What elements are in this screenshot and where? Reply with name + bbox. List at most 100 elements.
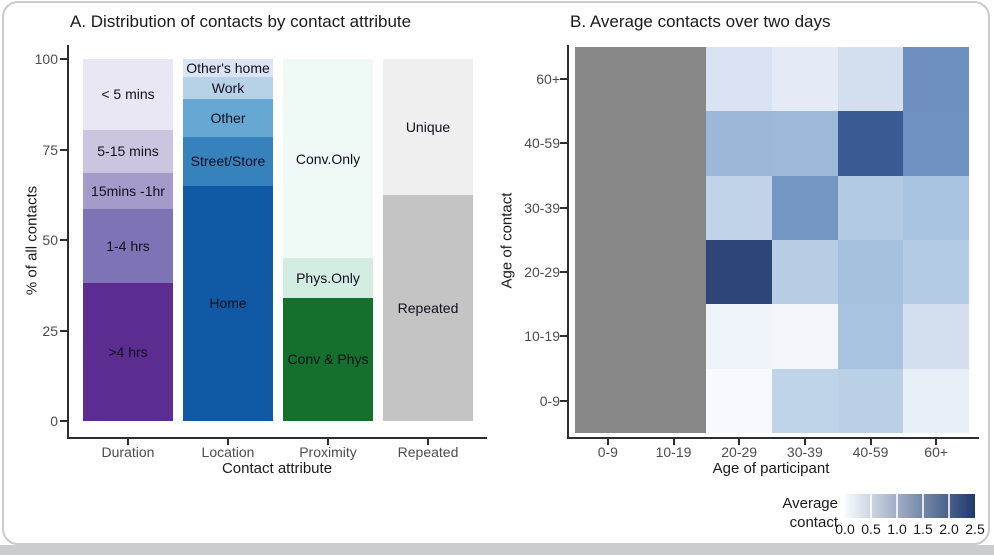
panel-a-stacked-bar-chart: A. Distribution of contacts by contact a… bbox=[24, 12, 487, 477]
bar-segment: Repeated bbox=[383, 194, 473, 421]
heatmap-cell bbox=[837, 175, 904, 241]
bar-segment: Unique bbox=[383, 59, 473, 195]
x-axis-tick bbox=[803, 439, 806, 445]
bar-segment: Work bbox=[183, 77, 273, 99]
bar-segment-label: Repeated bbox=[397, 299, 459, 316]
heatmap-cell bbox=[575, 175, 642, 241]
heatmap-cell bbox=[575, 111, 642, 177]
x-tick-label: 60+ bbox=[924, 444, 949, 460]
legend-title-line1: Average bbox=[782, 495, 838, 512]
bar-segment-label: Unique bbox=[405, 118, 451, 135]
heatmap-cell bbox=[903, 368, 970, 434]
bar-segment: Phys.Only bbox=[283, 258, 373, 298]
panel-a-y-axis-line bbox=[67, 45, 69, 438]
bar-segment-label: Conv.Only bbox=[295, 150, 361, 167]
legend-tick-label: 0.5 bbox=[861, 521, 881, 537]
legend-tick-label: 0.0 bbox=[835, 521, 855, 537]
y-axis-tick bbox=[60, 420, 67, 422]
x-tick-label: 10-19 bbox=[655, 444, 692, 460]
bar-segment: 5-15 mins bbox=[83, 129, 173, 174]
y-tick-label: 75 bbox=[42, 141, 58, 158]
bar-segment-label: < 5 mins bbox=[101, 86, 155, 103]
heatmap-cell bbox=[706, 111, 773, 177]
y-tick-label: 40-59 bbox=[524, 135, 560, 152]
legend-tick-label: 1.0 bbox=[887, 521, 907, 537]
x-axis-tick bbox=[127, 439, 129, 445]
legend-gradient-tick bbox=[922, 494, 924, 518]
bar-segment-label: Conv & Phys bbox=[287, 351, 369, 368]
x-tick-label: 30-39 bbox=[786, 444, 823, 460]
y-tick-label: 100 bbox=[34, 51, 58, 67]
bar-segment: Conv.Only bbox=[283, 59, 373, 259]
heatmap-cell bbox=[903, 239, 970, 305]
bar-segment: Conv & Phys bbox=[283, 297, 373, 421]
x-axis-tick bbox=[227, 439, 229, 445]
heatmap-cell bbox=[575, 304, 642, 370]
panel-a-title: A. Distribution of contacts by contact a… bbox=[70, 12, 412, 31]
bar-segment-label: Work bbox=[211, 79, 245, 96]
bar-segment: >4 hrs bbox=[83, 283, 173, 421]
heatmap-cell bbox=[640, 111, 707, 177]
heatmap-cell bbox=[640, 47, 707, 112]
heatmap-cell bbox=[903, 47, 970, 112]
y-axis-tick bbox=[60, 58, 67, 60]
panel-b-y-axis-line bbox=[567, 45, 569, 438]
heatmap-cell bbox=[772, 47, 839, 112]
panel-b-title: B. Average contacts over two days bbox=[570, 12, 831, 31]
y-tick-label: 0 bbox=[50, 413, 58, 429]
x-tick-label: Location bbox=[201, 444, 255, 460]
x-tick-label: 20-29 bbox=[721, 444, 758, 460]
heatmap-cell bbox=[837, 47, 904, 112]
x-tick-label: 0-9 bbox=[597, 444, 618, 460]
heatmap-cell bbox=[706, 368, 773, 434]
bar-segment-label: >4 hrs bbox=[108, 344, 148, 361]
y-tick-label: 20-29 bbox=[524, 264, 560, 281]
y-axis-tick bbox=[560, 142, 567, 145]
x-axis-tick bbox=[606, 439, 609, 445]
legend-gradient-bar bbox=[845, 494, 975, 518]
heatmap-cell bbox=[837, 111, 904, 177]
heatmap-cell bbox=[772, 111, 839, 177]
heatmap-cell bbox=[903, 175, 970, 241]
panel-b-y-axis-title: Age of contact bbox=[498, 192, 516, 289]
heatmap-cell bbox=[772, 304, 839, 370]
heatmap-cell bbox=[706, 239, 773, 305]
x-axis-tick bbox=[427, 439, 429, 445]
heatmap-cell bbox=[772, 239, 839, 305]
y-axis-tick bbox=[60, 148, 67, 151]
bar-segment: 1-4 hrs bbox=[83, 209, 173, 284]
x-tick-label: Duration bbox=[101, 444, 155, 460]
heatmap-cell bbox=[640, 175, 707, 241]
x-tick-label: Repeated bbox=[397, 444, 459, 460]
y-axis-tick bbox=[560, 271, 567, 274]
panel-b-x-axis-line bbox=[567, 437, 979, 439]
heatmap-cell bbox=[706, 47, 773, 112]
heatmap-cell bbox=[903, 304, 970, 370]
legend-title-line2: contact bbox=[789, 514, 838, 531]
y-tick-label: 25 bbox=[42, 322, 58, 339]
y-axis-tick bbox=[60, 329, 67, 332]
bar-segment-label: Other bbox=[210, 109, 246, 126]
y-tick-label: 50 bbox=[42, 232, 58, 248]
x-axis-tick bbox=[869, 439, 872, 445]
heatmap-cell bbox=[575, 47, 642, 112]
legend-gradient-tick bbox=[896, 494, 898, 518]
bar-segment: < 5 mins bbox=[83, 59, 173, 130]
heatmap-cell bbox=[640, 304, 707, 370]
heatmap-cell bbox=[575, 239, 642, 305]
heatmap-cell bbox=[706, 175, 773, 241]
heatmap-cell bbox=[640, 368, 707, 434]
heatmap-cell bbox=[837, 304, 904, 370]
bar-segment-label: 15mins -1hr bbox=[91, 183, 165, 200]
y-tick-label: 0-9 bbox=[539, 392, 560, 409]
page-background-strip bbox=[0, 545, 994, 555]
y-axis-tick bbox=[560, 399, 567, 402]
panel-a-x-axis-title: Contact attribute bbox=[221, 460, 333, 477]
bar-segment-label: Street/Store bbox=[190, 153, 266, 170]
y-tick-label: 30-39 bbox=[524, 199, 560, 216]
bar-segment: Street/Store bbox=[183, 136, 273, 186]
heatmap-cell bbox=[837, 239, 904, 305]
panel-b-x-axis-title: Age of participant bbox=[712, 460, 830, 477]
legend-gradient-tick bbox=[870, 494, 872, 518]
